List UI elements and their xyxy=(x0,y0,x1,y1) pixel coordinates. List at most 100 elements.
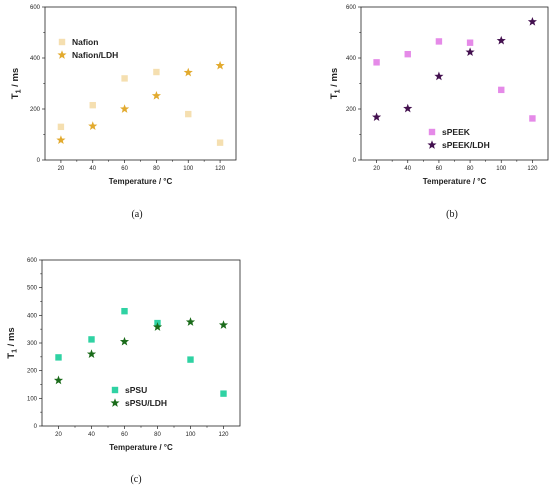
data-point xyxy=(55,354,62,361)
y-tick-label: 200 xyxy=(27,369,38,375)
data-point xyxy=(119,336,130,346)
y-tick-label: 600 xyxy=(30,5,41,11)
x-tick-label: 120 xyxy=(215,166,226,172)
data-point xyxy=(88,336,95,343)
x-tick-label: 120 xyxy=(218,432,229,438)
data-point xyxy=(57,123,65,131)
data-point xyxy=(89,101,96,109)
y-axis-label-main: T xyxy=(6,353,17,359)
data-point xyxy=(216,139,224,146)
data-point xyxy=(152,322,163,331)
legend-marker xyxy=(110,398,120,407)
y-tick-label: 400 xyxy=(27,313,38,319)
data-point xyxy=(121,75,128,82)
legend-marker xyxy=(57,50,67,59)
y-axis-label: T1 / ms xyxy=(329,68,342,99)
x-tick-label: 20 xyxy=(373,166,380,172)
y-axis-label-unit: / ms xyxy=(329,68,340,90)
data-point xyxy=(185,110,192,118)
data-point xyxy=(215,60,225,70)
data-point xyxy=(153,68,160,76)
y-tick-label: 400 xyxy=(30,56,41,62)
x-axis-label: Temperature / °C xyxy=(109,177,173,186)
y-tick-label: 500 xyxy=(27,286,38,292)
y-axis-label-main: T xyxy=(10,93,21,99)
data-point xyxy=(465,47,475,57)
legend-label: sPEEK xyxy=(442,127,471,137)
y-axis-label-unit: / ms xyxy=(10,68,21,90)
x-tick-label: 80 xyxy=(154,432,161,438)
data-point xyxy=(373,59,380,66)
plot-frame xyxy=(360,6,549,161)
data-point xyxy=(88,121,98,130)
x-tick-label: 80 xyxy=(467,166,474,172)
data-point xyxy=(434,71,444,81)
series-speek xyxy=(373,38,536,122)
x-tick-label: 100 xyxy=(185,432,196,438)
data-point xyxy=(466,39,474,46)
data-point xyxy=(529,115,536,122)
chart-panel-b: 20 40 60 80 100 120 0 200 400 600 Temperature / °C… xyxy=(329,5,549,220)
chart-panel-c: 20 40 60 80 100 120 0 100 200 300 400 500 600 Tempera… xyxy=(6,258,241,485)
legend-label: Nafion xyxy=(72,37,98,47)
x-axis-label: Temperature / °C xyxy=(109,443,173,452)
legend: Nafion Nafion/LDH xyxy=(57,37,118,60)
legend-marker xyxy=(428,128,436,136)
x-tick-label: 100 xyxy=(183,166,194,172)
panel-caption: (c) xyxy=(130,474,141,485)
y-axis-label-main: T xyxy=(329,93,340,99)
series-spsu-ldh xyxy=(53,317,229,385)
y-tick-label: 0 xyxy=(353,158,357,164)
data-point xyxy=(220,390,227,397)
legend: sPEEK sPEEK/LDH xyxy=(427,127,490,150)
legend-marker xyxy=(111,386,119,394)
data-point xyxy=(372,112,382,122)
data-point xyxy=(435,38,443,45)
legend-marker xyxy=(58,38,66,46)
y-tick-label: 600 xyxy=(27,258,38,264)
data-point xyxy=(187,356,194,363)
series-spsu xyxy=(55,307,227,397)
x-tick-label: 40 xyxy=(89,166,96,172)
data-point xyxy=(121,307,128,315)
data-point xyxy=(404,50,411,58)
y-tick-label: 600 xyxy=(346,5,357,11)
y-tick-label: 300 xyxy=(27,341,38,347)
x-tick-label: 80 xyxy=(153,166,160,172)
plot-frame xyxy=(44,6,237,161)
data-point xyxy=(120,104,130,113)
data-point xyxy=(185,317,196,326)
y-axis-label: T1 / ms xyxy=(6,327,19,358)
legend-marker xyxy=(427,140,437,149)
y-axis-label-unit: / ms xyxy=(6,327,17,349)
data-point xyxy=(527,16,537,26)
data-point xyxy=(218,320,229,329)
panel-caption: (a) xyxy=(131,209,142,220)
y-axis-label-subscript: 1 xyxy=(16,89,23,93)
y-axis-label: T1 / ms xyxy=(10,68,23,99)
x-tick-label: 40 xyxy=(404,166,411,172)
data-point xyxy=(53,375,64,385)
y-axis-label-subscript: 1 xyxy=(335,89,342,93)
x-tick-label: 60 xyxy=(436,166,443,172)
data-point xyxy=(86,349,97,358)
series-speek-ldh xyxy=(372,16,537,122)
y-tick-label: 400 xyxy=(346,56,357,62)
panel-caption: (b) xyxy=(446,209,458,220)
x-tick-label: 40 xyxy=(88,432,95,438)
y-tick-label: 100 xyxy=(27,396,38,402)
data-point xyxy=(496,35,506,45)
data-point xyxy=(183,67,193,77)
data-point xyxy=(151,90,161,100)
series-nafion xyxy=(57,68,224,146)
x-tick-label: 60 xyxy=(121,432,128,438)
data-point xyxy=(403,103,413,113)
legend-label: sPEEK/LDH xyxy=(442,140,490,150)
y-tick-label: 200 xyxy=(30,107,41,113)
x-tick-label: 120 xyxy=(527,166,538,172)
y-axis-label-subscript: 1 xyxy=(12,349,19,353)
series-nafion-ldh xyxy=(56,60,225,144)
x-tick-label: 100 xyxy=(496,166,507,172)
x-tick-label: 20 xyxy=(55,432,62,438)
